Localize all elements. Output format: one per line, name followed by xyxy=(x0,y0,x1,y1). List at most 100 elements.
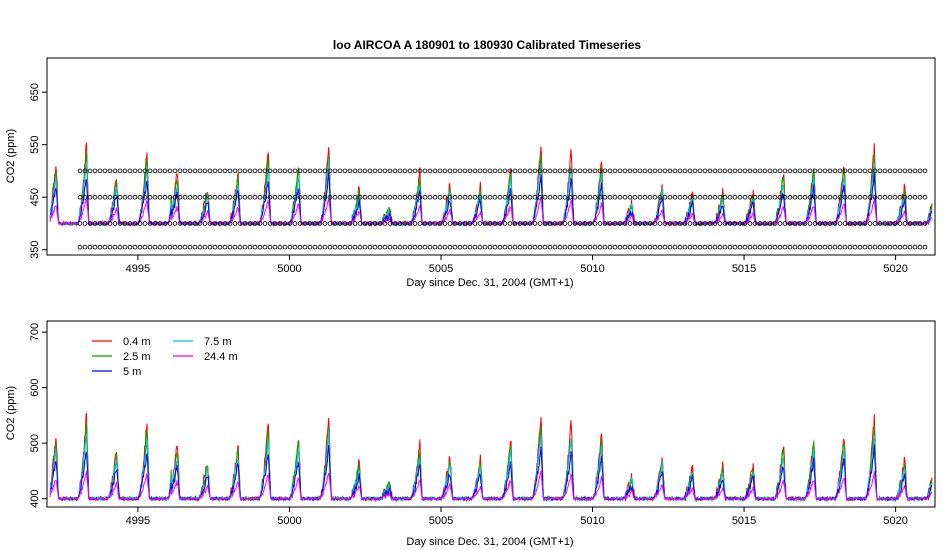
calibration-point xyxy=(332,194,338,200)
calibration-point xyxy=(792,168,798,174)
calibration-point xyxy=(172,194,178,200)
calibration-point xyxy=(677,194,683,200)
bottom-series-line-4 xyxy=(49,470,933,502)
calibration-point xyxy=(382,221,388,226)
calibration-point xyxy=(607,168,613,174)
calibration-point xyxy=(517,194,523,200)
calibration-point xyxy=(427,194,433,200)
calibration-point xyxy=(892,168,898,174)
calibration-point xyxy=(777,194,783,200)
top-x-tick-label: 5010 xyxy=(580,263,604,275)
calibration-point xyxy=(102,221,108,226)
calibration-point xyxy=(727,244,733,250)
calibration-point xyxy=(797,244,803,250)
calibration-point xyxy=(392,168,398,174)
bottom-x-tick-label: 5015 xyxy=(732,515,756,527)
calibration-point xyxy=(412,194,418,200)
calibration-point xyxy=(257,168,263,174)
calibration-point xyxy=(217,168,223,174)
calibration-point xyxy=(817,221,823,226)
calibration-point xyxy=(452,221,458,226)
calibration-point xyxy=(202,168,208,174)
calibration-point xyxy=(107,194,113,200)
calibration-point xyxy=(837,221,843,226)
calibration-point xyxy=(352,244,358,250)
calibration-point xyxy=(367,221,373,226)
top-y-tick-label: 350 xyxy=(29,241,41,259)
calibration-point xyxy=(187,194,193,200)
calibration-point xyxy=(472,221,478,226)
calibration-point xyxy=(547,194,553,200)
calibration-point xyxy=(307,168,313,174)
calibration-point xyxy=(262,221,268,226)
calibration-point xyxy=(567,194,573,200)
calibration-point xyxy=(852,168,858,174)
calibration-point xyxy=(132,194,138,200)
calibration-point xyxy=(692,221,698,226)
calibration-point xyxy=(787,221,793,226)
calibration-point xyxy=(362,168,368,174)
calibration-point xyxy=(912,194,918,200)
calibration-point xyxy=(907,221,913,226)
calibration-point xyxy=(457,194,463,200)
calibration-point xyxy=(77,244,83,250)
calibration-point xyxy=(477,221,483,226)
calibration-point xyxy=(297,168,303,174)
calibration-point xyxy=(812,221,818,226)
calibration-point xyxy=(702,221,708,226)
calibration-point xyxy=(207,221,213,226)
calibration-point xyxy=(497,221,503,226)
calibration-point xyxy=(597,244,603,250)
calibration-point xyxy=(377,244,383,250)
calibration-point xyxy=(782,221,788,226)
calibration-point xyxy=(287,244,293,250)
calibration-point xyxy=(657,168,663,174)
calibration-point xyxy=(212,168,218,174)
calibration-point xyxy=(817,244,823,250)
calibration-point xyxy=(302,194,308,200)
calibration-point xyxy=(177,244,183,250)
calibration-point xyxy=(442,221,448,226)
calibration-point xyxy=(922,221,928,226)
calibration-point xyxy=(327,194,333,200)
calibration-point xyxy=(432,194,438,200)
calibration-point xyxy=(532,244,538,250)
calibration-point xyxy=(237,168,243,174)
calibration-point xyxy=(737,168,743,174)
calibration-point xyxy=(117,244,123,250)
calibration-point xyxy=(637,221,643,226)
bottom-plot-frame xyxy=(46,320,936,508)
calibration-point xyxy=(707,244,713,250)
calibration-point xyxy=(607,194,613,200)
calibration-point xyxy=(247,221,253,226)
calibration-point xyxy=(697,221,703,226)
calibration-point xyxy=(402,194,408,200)
calibration-point xyxy=(537,194,543,200)
calibration-point xyxy=(717,244,723,250)
calibration-point xyxy=(922,244,928,250)
calibration-point xyxy=(457,244,463,250)
calibration-point xyxy=(237,194,243,200)
calibration-point xyxy=(827,194,833,200)
calibration-point xyxy=(677,244,683,250)
calibration-point xyxy=(77,221,83,226)
calibration-point xyxy=(387,194,393,200)
calibration-point xyxy=(562,168,568,174)
calibration-point xyxy=(807,244,813,250)
calibration-point xyxy=(767,168,773,174)
calibration-point xyxy=(307,221,313,226)
calibration-point xyxy=(127,168,133,174)
top-series-line-4 xyxy=(49,196,933,226)
calibration-point xyxy=(217,221,223,226)
calibration-point xyxy=(262,194,268,200)
calibration-point xyxy=(132,221,138,226)
calibration-point xyxy=(917,221,923,226)
calibration-point xyxy=(647,168,653,174)
calibration-point xyxy=(547,168,553,174)
calibration-point xyxy=(492,168,498,174)
calibration-point xyxy=(907,168,913,174)
calibration-point xyxy=(877,221,883,226)
calibration-point xyxy=(427,221,433,226)
calibration-point xyxy=(897,168,903,174)
calibration-point xyxy=(222,194,228,200)
